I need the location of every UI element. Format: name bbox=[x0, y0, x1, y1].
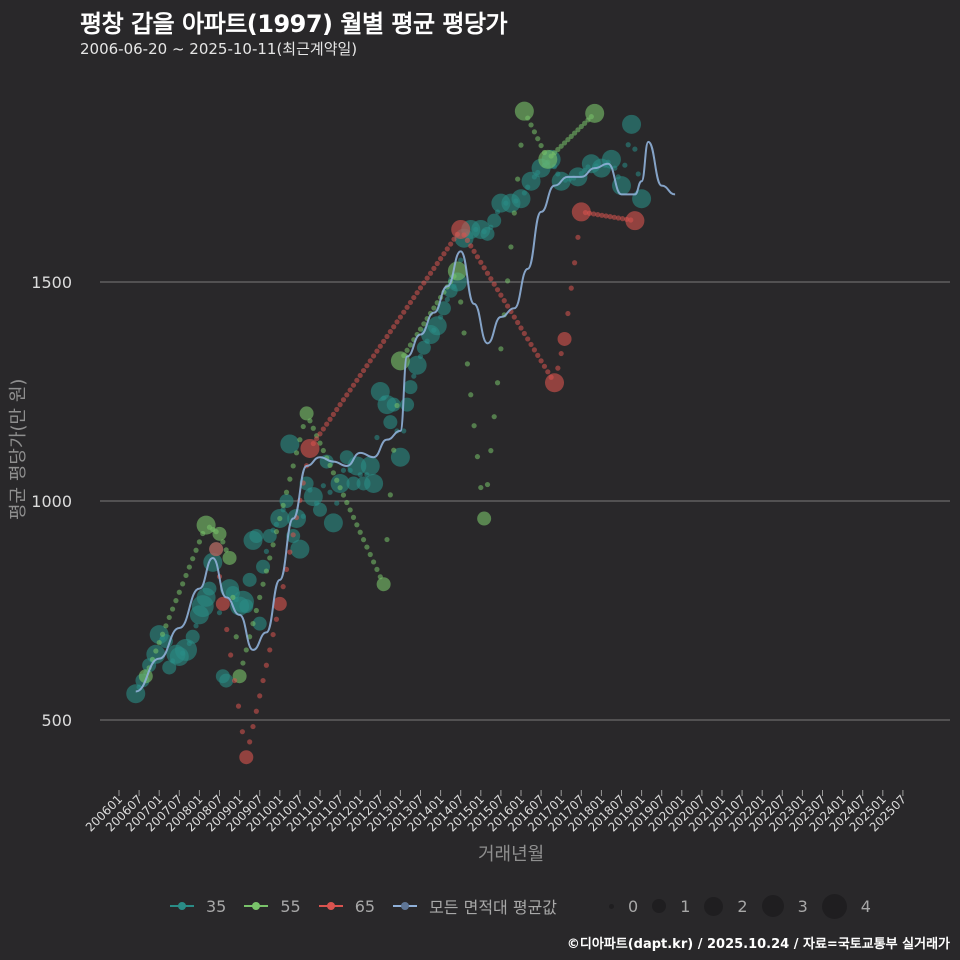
legend-item-65[interactable]: 65 bbox=[318, 896, 376, 916]
legend-line-icon bbox=[170, 902, 194, 910]
legend: 35 55 65 모든 면적대 평균값 0 1 2 3 4 bbox=[170, 893, 885, 919]
svg-text:1500: 1500 bbox=[31, 273, 72, 292]
legend-line-icon bbox=[393, 902, 418, 910]
legend-label: 55 bbox=[280, 896, 301, 916]
y-axis-label: 평균 평당가(만 원) bbox=[8, 378, 29, 520]
legend-line-icon bbox=[244, 902, 269, 910]
legend-size-0: 0 bbox=[609, 897, 638, 916]
size-dot-icon bbox=[704, 896, 724, 916]
y-axis-ticks: 500 1000 1500 bbox=[31, 273, 72, 730]
svg-text:1000: 1000 bbox=[31, 492, 72, 511]
size-dot-icon bbox=[609, 903, 615, 909]
legend-label: 35 bbox=[206, 896, 227, 916]
legend-size-1: 1 bbox=[652, 897, 690, 916]
grid-lines bbox=[100, 281, 950, 721]
legend-item-55[interactable]: 55 bbox=[244, 896, 301, 916]
legend-item-average[interactable]: 모든 면적대 평균값 bbox=[393, 894, 557, 918]
x-axis-label: 거래년월 bbox=[478, 844, 545, 865]
legend-size-3: 3 bbox=[761, 895, 808, 917]
legend-item-35[interactable]: 35 bbox=[170, 897, 226, 916]
size-dot-icon bbox=[821, 893, 847, 919]
legend-size-4: 4 bbox=[821, 893, 871, 919]
size-dot-icon bbox=[652, 899, 667, 913]
credit-text: ©디아파트(dapt.kr) / 2025.10.24 / 자료=국토교통부 실… bbox=[566, 937, 950, 952]
chart-title: 평창 갑을 아파트(1997) 월별 평균 평당가 bbox=[80, 10, 508, 38]
legend-label: 65 bbox=[354, 896, 376, 916]
x-axis-ticks: 2006012006072007012007072008012008072009… bbox=[83, 790, 909, 835]
svg-text:500: 500 bbox=[41, 711, 72, 730]
legend-line-icon bbox=[318, 902, 343, 910]
size-dot-icon bbox=[761, 895, 784, 917]
chart-subtitle: 2006-06-20 ~ 2025-10-11(최근계약일) bbox=[80, 40, 358, 58]
data-series bbox=[126, 101, 676, 765]
legend-size-2: 2 bbox=[704, 896, 748, 916]
legend-label: 모든 면적대 평균값 bbox=[429, 898, 558, 917]
